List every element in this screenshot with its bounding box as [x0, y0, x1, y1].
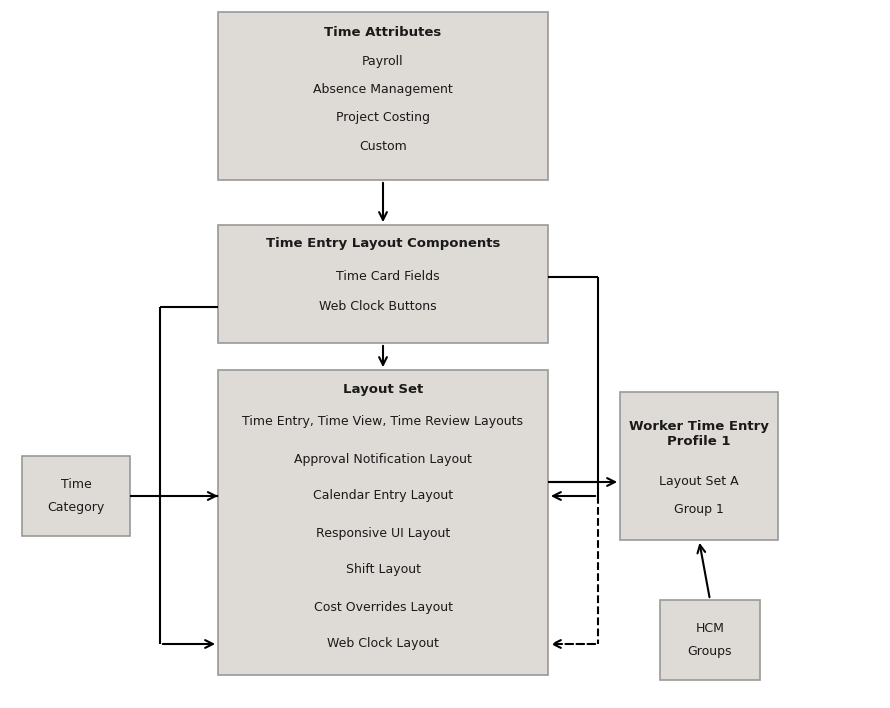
Bar: [660, 600, 760, 680]
Text: Time Card Fields: Time Card Fields: [336, 270, 440, 283]
Text: Custom: Custom: [360, 139, 407, 152]
Text: Calendar Entry Layout: Calendar Entry Layout: [313, 489, 453, 503]
Bar: [22, 456, 130, 536]
Text: Groups: Groups: [688, 646, 732, 658]
Text: Web Clock Buttons: Web Clock Buttons: [320, 300, 437, 314]
Text: Time Attributes: Time Attributes: [324, 25, 441, 38]
Bar: [218, 225, 548, 343]
Text: Layout Set A: Layout Set A: [659, 476, 739, 489]
Text: Layout Set: Layout Set: [343, 384, 423, 396]
Bar: [218, 12, 548, 180]
Bar: [218, 370, 548, 675]
Text: Payroll: Payroll: [362, 55, 404, 69]
Text: Absence Management: Absence Management: [313, 84, 453, 96]
Text: Approval Notification Layout: Approval Notification Layout: [294, 452, 472, 465]
Text: Category: Category: [47, 501, 105, 515]
Text: Time Entry Layout Components: Time Entry Layout Components: [266, 236, 500, 249]
Text: Web Clock Layout: Web Clock Layout: [327, 637, 439, 651]
Bar: [620, 392, 778, 540]
Text: Worker Time Entry
Profile 1: Worker Time Entry Profile 1: [629, 420, 769, 448]
Text: Shift Layout: Shift Layout: [345, 564, 420, 576]
Text: Cost Overrides Layout: Cost Overrides Layout: [313, 600, 452, 614]
Text: Time: Time: [61, 477, 92, 491]
Text: Project Costing: Project Costing: [336, 111, 430, 125]
Text: Responsive UI Layout: Responsive UI Layout: [316, 527, 450, 539]
Text: Time Entry, Time View, Time Review Layouts: Time Entry, Time View, Time Review Layou…: [242, 416, 523, 428]
Text: HCM: HCM: [696, 622, 724, 634]
Text: Group 1: Group 1: [674, 503, 724, 517]
